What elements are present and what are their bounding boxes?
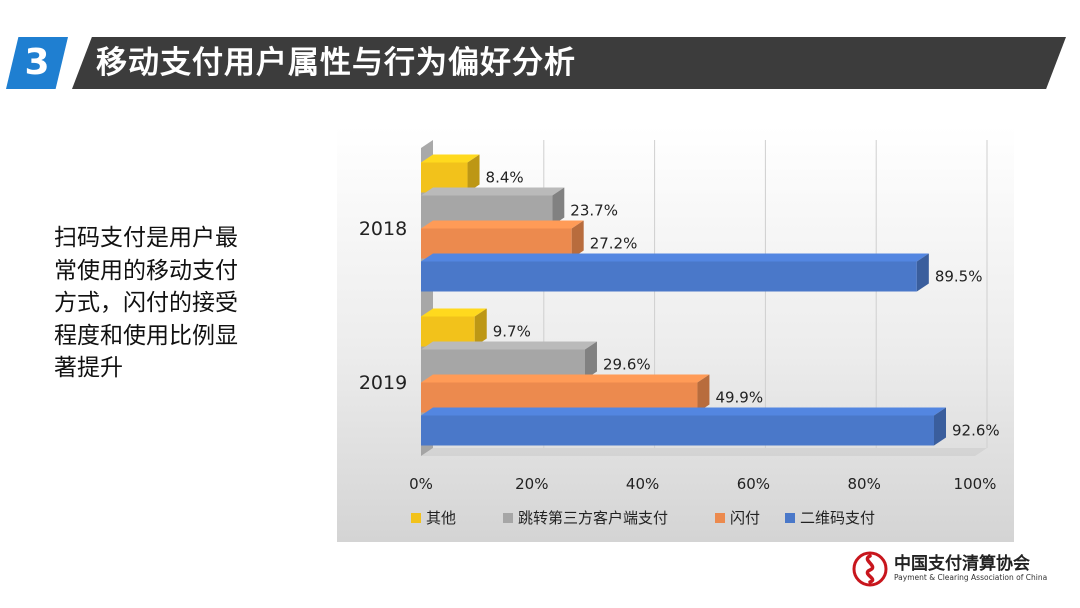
bar: [421, 261, 917, 292]
page-title: 移动支付用户属性与行为偏好分析: [96, 45, 576, 81]
legend-swatch: [715, 513, 725, 523]
bar-end: [552, 187, 565, 226]
data-label: 92.6%: [952, 422, 1000, 440]
chart-floor: [421, 448, 987, 456]
x-tick-label: 100%: [954, 475, 997, 493]
data-label: 49.9%: [715, 389, 763, 407]
association-logo: 中国支付清算协会 Payment & Clearing Association …: [852, 547, 1062, 597]
x-tick-label: 0%: [409, 475, 433, 493]
legend-label: 其他: [426, 509, 456, 527]
data-label: 27.2%: [590, 235, 638, 253]
x-tick-label: 80%: [848, 475, 881, 493]
x-tick-label: 60%: [737, 475, 770, 493]
description-text: 扫码支付是用户最常使用的移动支付方式，闪付的接受程度和使用比例显著提升: [54, 225, 238, 381]
section-header: 3 移动支付用户属性与行为偏好分析: [0, 37, 1080, 89]
bar-end: [467, 154, 480, 193]
x-tick-label: 40%: [626, 475, 659, 493]
bar-top: [421, 374, 710, 383]
data-label: 8.4%: [486, 169, 524, 187]
logo-name-en: Payment & Clearing Association of China: [894, 573, 1048, 582]
category-label: 2019: [359, 372, 407, 394]
bar: [421, 415, 935, 446]
legend-label: 二维码支付: [800, 509, 875, 527]
data-label: 29.6%: [603, 356, 651, 374]
section-number: 3: [24, 42, 50, 83]
x-tick-label: 20%: [515, 475, 548, 493]
category-label: 2018: [359, 218, 407, 240]
logo-mark-icon: [852, 551, 888, 587]
bar-top: [421, 407, 947, 416]
bar-end: [571, 220, 584, 259]
bar-end: [697, 374, 710, 413]
legend-label: 跳转第三方客户端支付: [518, 509, 668, 527]
data-label: 9.7%: [493, 323, 531, 341]
legend-swatch: [785, 513, 795, 523]
bar-top: [421, 187, 565, 196]
bar-top: [421, 253, 929, 262]
logo-name-cn: 中国支付清算协会: [894, 554, 1030, 574]
bar-chart: 2018 8.4% 23.7% 27.2% 89.5% 2019 9.7% 29.6% 49.9…: [337, 126, 1014, 542]
bar-end: [474, 308, 487, 347]
bar-top: [421, 220, 584, 229]
bar-top: [421, 308, 487, 317]
bar-end: [934, 407, 947, 446]
data-label: 89.5%: [935, 268, 983, 286]
title-bar: [72, 37, 1066, 89]
bar-end: [584, 341, 597, 380]
data-label: 23.7%: [570, 202, 618, 220]
chart-svg: 2018 8.4% 23.7% 27.2% 89.5% 2019 9.7% 29.6% 49.9…: [337, 126, 1014, 542]
legend-swatch: [411, 513, 421, 523]
legend-swatch: [503, 513, 513, 523]
bar-top: [421, 154, 480, 163]
bar-top: [421, 341, 597, 350]
legend-label: 闪付: [730, 509, 760, 527]
bar-end: [916, 253, 929, 292]
